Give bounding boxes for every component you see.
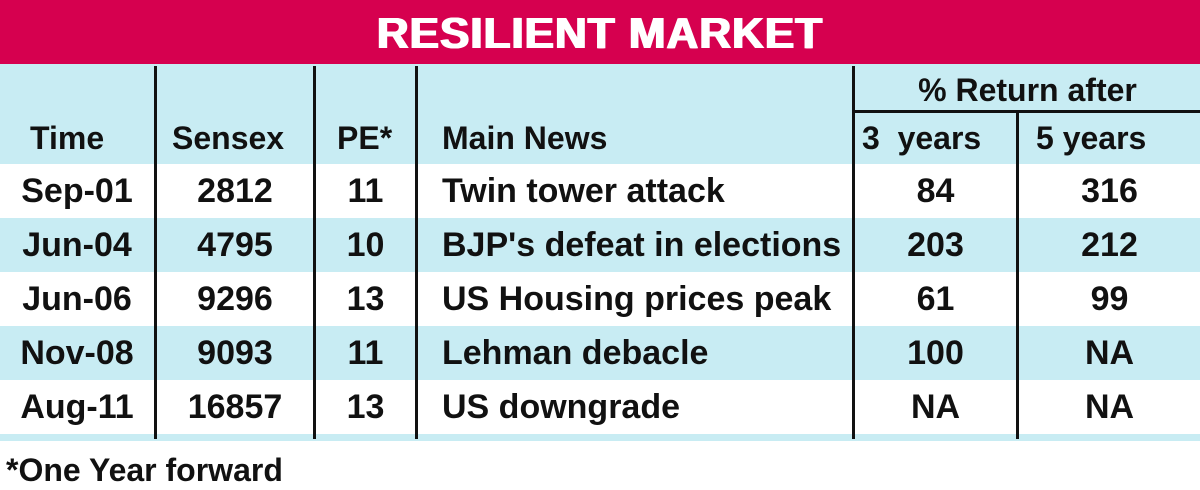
cell-pe: 13 <box>346 387 385 427</box>
cell-sensex: 16857 <box>187 387 283 427</box>
cell-news: US Housing prices peak <box>442 279 832 319</box>
divider-line <box>1016 112 1019 439</box>
cell-pe: 11 <box>347 333 384 373</box>
header-main-news: Main News <box>442 119 608 157</box>
cell-pe: 10 <box>346 225 385 265</box>
divider-line <box>852 66 855 439</box>
cell-time: Jun-06 <box>22 279 132 319</box>
group-header-return: % Return after <box>918 71 1137 109</box>
cell-news: BJP's defeat in elections <box>442 225 842 265</box>
row-band-sep01 <box>0 164 1200 218</box>
cell-sensex: 9093 <box>197 333 273 373</box>
cell-time: Jun-04 <box>22 225 132 265</box>
cell-time: Aug-11 <box>20 387 134 427</box>
cell-return-3y: 84 <box>916 171 955 211</box>
cell-time: Nov-08 <box>20 333 134 373</box>
cell-return-3y: 100 <box>907 333 964 373</box>
cell-pe: 13 <box>346 279 385 319</box>
cell-sensex: 4795 <box>197 225 273 265</box>
cell-news: Twin tower attack <box>442 171 725 211</box>
cell-return-3y: NA <box>910 387 961 427</box>
header-3-years: 3 years <box>862 119 982 157</box>
cell-news: US downgrade <box>442 387 681 427</box>
returns-table: % Return after Time Sensex PE* Main News… <box>0 64 1200 441</box>
row-band-aug11 <box>0 380 1200 434</box>
cell-return-5y: NA <box>1084 333 1135 373</box>
header-sensex: Sensex <box>172 119 285 157</box>
cell-time: Sep-01 <box>21 171 133 211</box>
page-title: RESILIENT MARKET <box>376 9 824 58</box>
header-time: Time <box>30 119 105 157</box>
cell-return-5y: 99 <box>1090 279 1129 319</box>
cell-news: Lehman debacle <box>442 333 709 373</box>
cell-return-5y: 316 <box>1081 171 1138 211</box>
cell-sensex: 2812 <box>197 171 273 211</box>
cell-return-3y: 61 <box>916 279 955 319</box>
group-header-underline <box>852 110 1200 113</box>
cell-return-3y: 203 <box>907 225 964 265</box>
cell-pe: 11 <box>347 171 384 211</box>
header-5-years: 5 years <box>1036 119 1147 157</box>
divider-line <box>313 66 316 439</box>
divider-line <box>154 66 157 439</box>
cell-return-5y: 212 <box>1081 225 1138 265</box>
cell-return-5y: NA <box>1084 387 1135 427</box>
title-banner: RESILIENT MARKET <box>0 0 1200 64</box>
divider-line <box>415 66 418 439</box>
row-band-jun06 <box>0 272 1200 326</box>
cell-sensex: 9296 <box>197 279 273 319</box>
header-pe: PE* <box>337 119 393 157</box>
footnote: *One Year forward <box>6 452 283 488</box>
